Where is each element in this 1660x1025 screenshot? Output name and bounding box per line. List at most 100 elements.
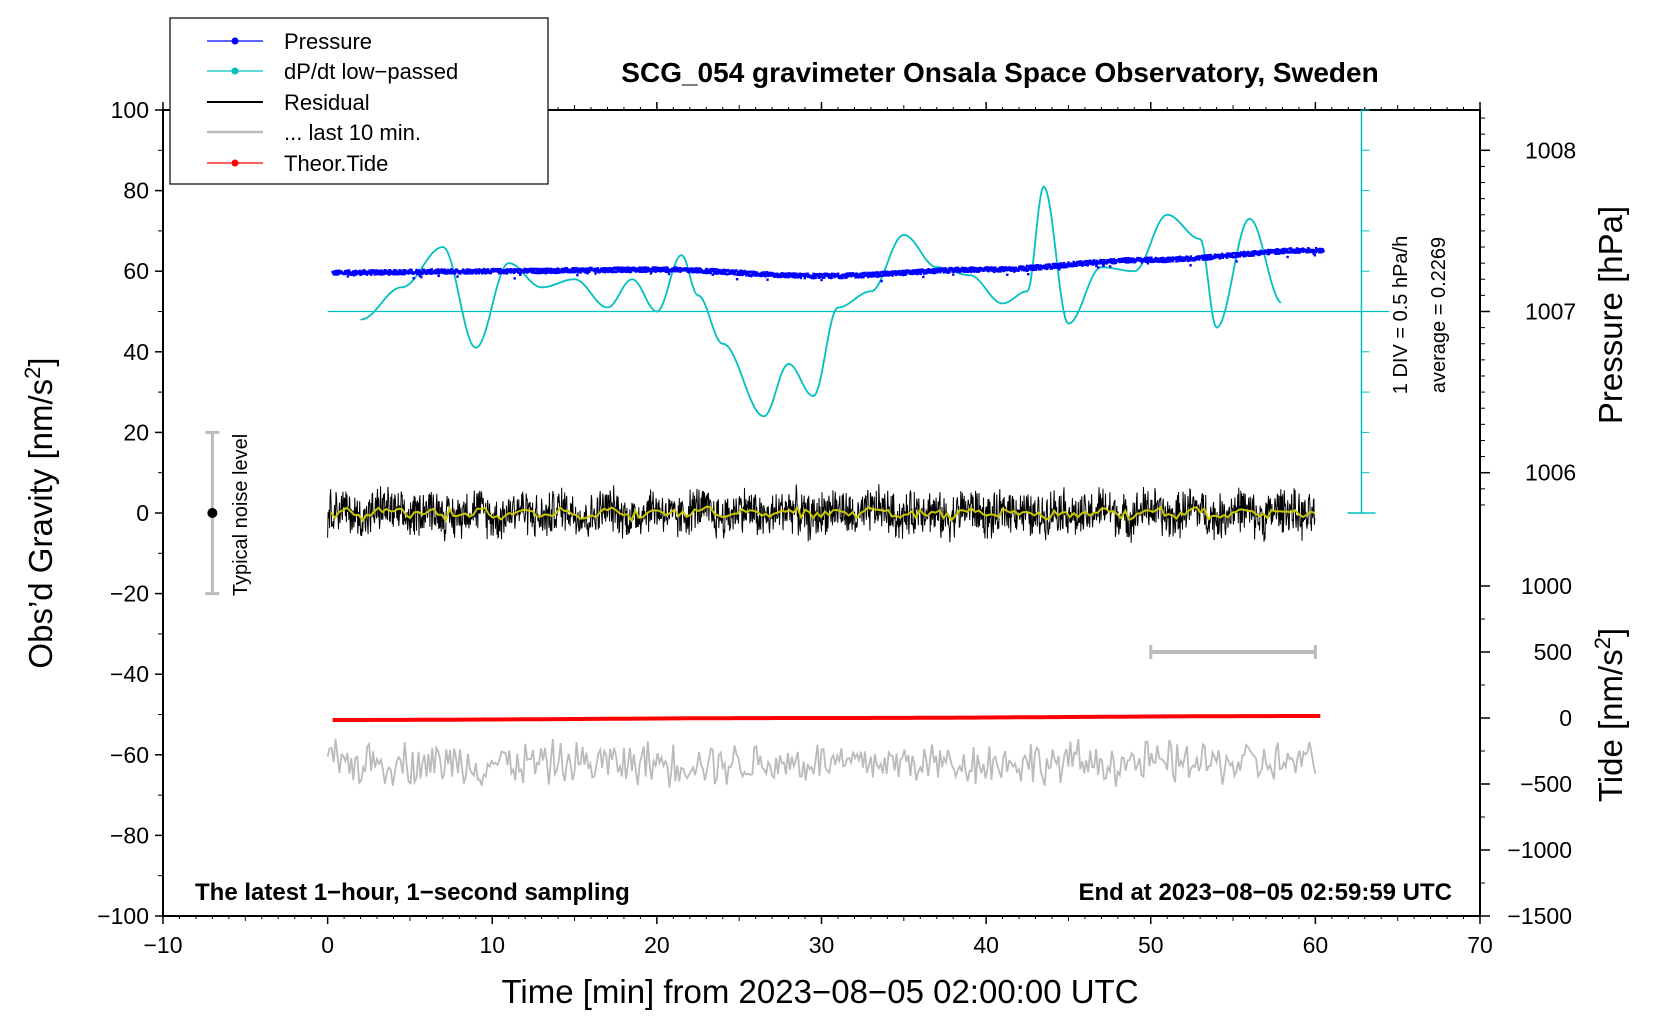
pressure-point: [876, 275, 879, 278]
pressure-point: [672, 267, 675, 270]
pressure-point: [1145, 256, 1149, 259]
pressure-point: [667, 272, 671, 276]
pressure-point: [617, 266, 620, 269]
pressure-point: [695, 268, 699, 271]
x-tick-label: 10: [479, 932, 505, 958]
pressure-point: [762, 271, 766, 274]
pressure-point: [881, 270, 884, 273]
pressure-point: [660, 270, 663, 273]
tide-tick-label: 1000: [1521, 573, 1572, 599]
pressure-point: [1124, 261, 1128, 264]
pressure-point: [799, 276, 803, 280]
pressure-point: [1263, 252, 1266, 255]
pressure-point: [1166, 258, 1169, 262]
pressure-point: [505, 272, 509, 275]
pressure-point: [814, 276, 817, 279]
pressure-point: [403, 269, 407, 272]
pressure-point: [1178, 255, 1182, 259]
pressure-point: [697, 270, 700, 273]
pressure-point: [855, 276, 858, 279]
pressure-point: [417, 269, 421, 272]
pressure-point: [833, 275, 836, 279]
y-tick-label: −80: [110, 822, 149, 848]
pressure-point: [612, 267, 615, 270]
pressure-point: [963, 268, 966, 271]
pressure-point: [358, 269, 362, 273]
pressure-point: [572, 269, 576, 272]
y-axis-label-tide: Tide [nm/s2]: [1590, 628, 1629, 802]
pressure-point: [922, 275, 925, 279]
pressure-point: [382, 272, 385, 276]
pressure-point: [687, 271, 691, 274]
pressure-point: [879, 273, 882, 276]
pressure-point: [466, 268, 469, 271]
pressure-point: [806, 272, 809, 275]
pressure-point: [803, 276, 806, 280]
pressure-point: [379, 272, 382, 275]
pressure-point: [563, 270, 566, 274]
footer-left: The latest 1−hour, 1−second sampling: [195, 879, 630, 906]
pressure-point: [489, 271, 492, 275]
pressure-point: [1319, 248, 1323, 251]
pressure-point: [1031, 265, 1034, 268]
pressure-point: [1188, 258, 1191, 262]
pressure-point: [1091, 263, 1095, 266]
pressure-point: [760, 274, 763, 278]
pressure-point: [1051, 262, 1055, 266]
pressure-point: [1026, 264, 1029, 268]
pressure-point: [1161, 256, 1165, 260]
pressure-point: [934, 271, 937, 274]
pressure-point: [992, 266, 995, 269]
pressure-point: [1136, 256, 1139, 260]
pressure-point: [952, 273, 955, 276]
pressure-point: [931, 268, 934, 271]
pressure-point: [911, 270, 914, 274]
pressure-point: [1034, 268, 1038, 271]
pressure-point: [421, 272, 424, 275]
pressure-point: [845, 274, 848, 277]
pressure-point: [1255, 250, 1258, 253]
pressure-point: [456, 275, 459, 278]
pressure-point: [733, 273, 736, 276]
pressure-point: [1190, 259, 1193, 262]
pressure-point: [618, 267, 622, 271]
pressure-point: [1014, 266, 1018, 269]
pressure-point: [1274, 251, 1277, 254]
pressure-point: [346, 275, 349, 278]
pressure-point: [410, 268, 413, 272]
pressure-point: [1235, 260, 1238, 263]
pressure-point: [416, 272, 420, 276]
pressure-point: [1313, 254, 1316, 257]
pressure-point: [541, 267, 544, 271]
pressure-point: [862, 271, 865, 275]
pressure-point: [590, 266, 593, 270]
pressure-point: [829, 274, 832, 278]
pressure-point: [1189, 255, 1193, 258]
legend-marker-dpdt: [231, 67, 239, 75]
pressure-point: [792, 273, 796, 276]
pressure-point: [1114, 261, 1118, 264]
pressure-point: [562, 269, 566, 272]
pressure-point: [1315, 246, 1318, 250]
last10-series: [326, 738, 1317, 788]
pressure-point: [1126, 259, 1129, 262]
pressure-point: [789, 274, 792, 277]
pressure-point: [1044, 267, 1047, 270]
pressure-point: [820, 278, 823, 282]
pressure-series: [331, 246, 1325, 283]
pressure-point: [530, 267, 533, 271]
pressure-point: [856, 273, 859, 276]
pressure-point: [484, 272, 487, 275]
pressure-point: [689, 268, 692, 272]
pressure-tick-label: 1007: [1525, 299, 1576, 325]
pressure-point: [1094, 262, 1098, 266]
pressure-point: [1038, 268, 1041, 271]
pressure-point: [750, 274, 753, 278]
pressure-point: [974, 267, 977, 270]
pressure-point: [977, 267, 980, 270]
pressure-point: [1107, 261, 1110, 264]
pressure-point: [880, 279, 883, 283]
pressure-point: [676, 270, 679, 273]
pressure-point: [574, 269, 578, 272]
pressure-point: [985, 267, 989, 271]
